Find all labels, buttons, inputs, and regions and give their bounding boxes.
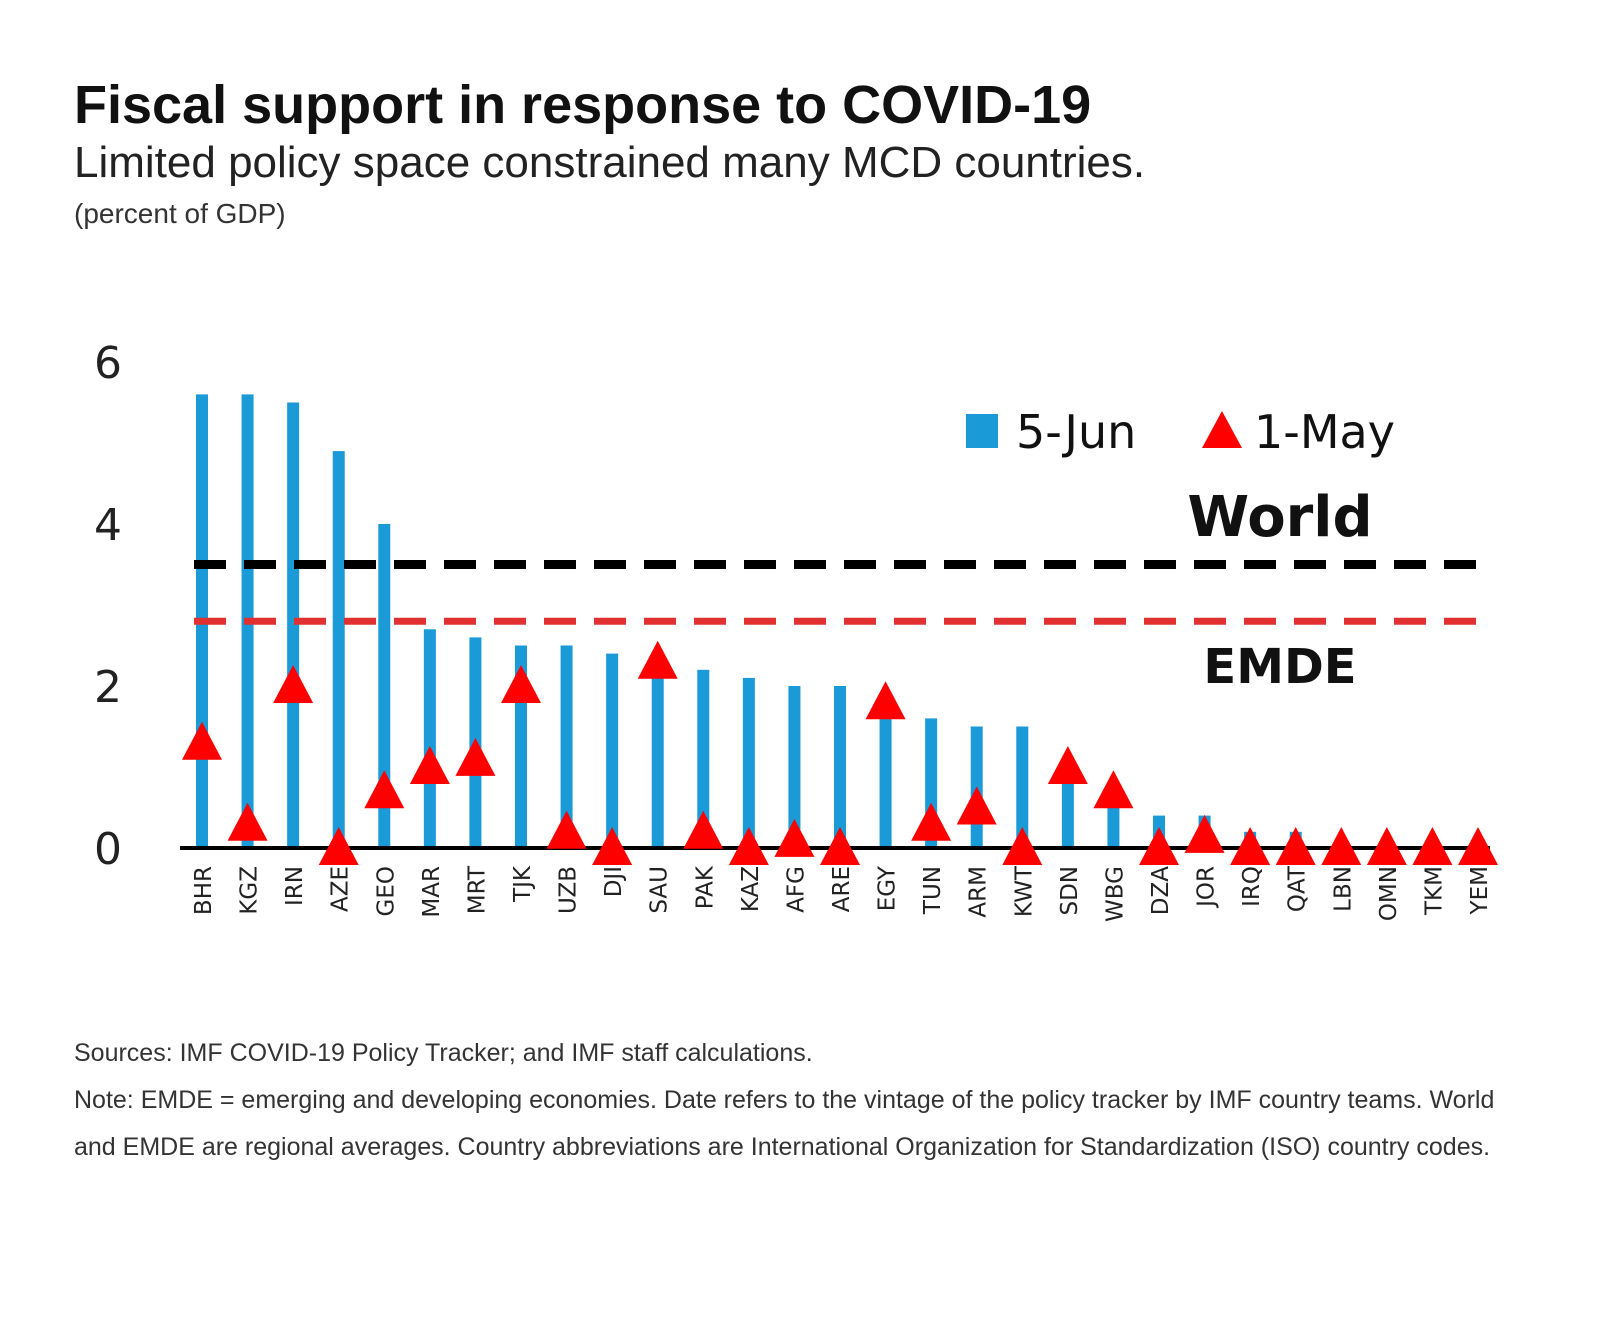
bar	[788, 686, 801, 848]
bar	[879, 702, 892, 848]
marker-triangle	[820, 827, 860, 865]
bar	[332, 451, 345, 848]
x-tick-label: ARM	[966, 866, 992, 918]
marker-triangle	[1230, 827, 1271, 865]
x-tick-label: KGZ	[237, 866, 263, 915]
x-tick-label: QAT	[1285, 865, 1311, 912]
marker-triangle	[1366, 827, 1407, 865]
bar	[1016, 726, 1029, 848]
sources-text: Sources: IMF COVID-19 Policy Tracker; an…	[74, 1039, 813, 1067]
x-tick-label: TKM	[1421, 866, 1447, 916]
bar	[1061, 767, 1074, 848]
world-label: World	[1187, 485, 1372, 550]
x-tick-label: PAK	[692, 865, 718, 909]
marker-triangle	[409, 746, 450, 784]
x-tick-label: JOR	[1194, 866, 1220, 909]
x-tick-label: OMN	[1376, 866, 1402, 921]
marker-triangle	[1412, 827, 1453, 865]
legend-marker-swatch	[1202, 411, 1242, 448]
x-tick-label: MRT	[464, 865, 490, 914]
marker-triangle	[1275, 827, 1316, 865]
bar	[423, 629, 436, 848]
x-tick-label: AFG	[783, 866, 809, 913]
x-tick-label: BHR	[191, 866, 217, 915]
x-tick-label: LBN	[1330, 866, 1356, 912]
marker-triangle	[546, 810, 587, 849]
marker-triangle	[455, 737, 496, 776]
marker-triangle	[1002, 827, 1043, 865]
y-tick-label: 4	[94, 500, 122, 551]
x-tick-label: YEM	[1467, 866, 1493, 915]
chart-subtitle: Limited policy space constrained many MC…	[74, 138, 1146, 187]
marker-triangle	[683, 810, 724, 849]
x-tick-label: SAU	[647, 866, 673, 914]
marker-triangle	[318, 827, 359, 865]
marker-triangle	[1321, 827, 1362, 865]
legend-label: 1-May	[1254, 405, 1395, 459]
marker-triangle	[1047, 746, 1088, 784]
x-tick-label: TJK	[510, 865, 536, 903]
x-tick-label: KWT	[1011, 865, 1037, 917]
x-tick-label: ARE	[829, 866, 855, 912]
marker-triangle	[592, 827, 633, 865]
marker-triangle	[865, 681, 906, 720]
bar	[742, 677, 755, 848]
bar	[560, 645, 573, 848]
x-tick-label: KAZ	[738, 866, 764, 912]
x-tick-label: EGY	[875, 865, 901, 911]
marker-triangle	[1184, 814, 1225, 853]
marker-triangle	[911, 802, 952, 841]
x-tick-label: IRQ	[1239, 866, 1265, 907]
x-tick-label: AZE	[328, 866, 354, 912]
x-tick-label: DJI	[601, 866, 627, 897]
y-tick-label: 6	[94, 338, 122, 389]
bar	[697, 669, 710, 848]
marker-triangle	[1093, 770, 1134, 809]
legend-bar-swatch	[966, 414, 998, 448]
marker-triangle	[728, 827, 769, 865]
marker-triangle	[774, 818, 815, 857]
x-tick-label: GEO	[373, 866, 399, 916]
bar	[606, 653, 619, 848]
bar	[1107, 799, 1120, 848]
chart-title: Fiscal support in response to COVID-19	[74, 75, 1092, 135]
x-tick-label: IRN	[282, 866, 308, 906]
y-tick-label: 2	[94, 662, 122, 713]
marker-triangle	[501, 665, 541, 703]
x-tick-label: WBG	[1102, 866, 1128, 922]
x-tick-label: DZA	[1148, 866, 1174, 915]
bar	[834, 686, 846, 848]
marker-triangle	[1139, 827, 1179, 865]
emde-label: EMDE	[1203, 639, 1356, 695]
y-tick-label: 0	[94, 824, 122, 875]
bar	[287, 402, 300, 848]
marker-triangle	[637, 640, 678, 679]
bar	[651, 661, 664, 848]
marker-triangle	[273, 665, 314, 703]
unit-note: (percent of GDP)	[74, 198, 286, 229]
notes: Sources: IMF COVID-19 Policy Tracker; an…	[74, 1030, 1534, 1171]
marker-triangle	[182, 721, 222, 760]
marker-triangle	[227, 802, 268, 841]
chart: 0 2 4 6 BHR KGZ IRN AZE GEO MAR MRT TJK UZB DJI SAU PAK…	[94, 338, 1498, 922]
legend-label: 5-Jun	[1016, 405, 1136, 459]
marker-triangle	[956, 786, 997, 825]
x-tick-label: SDN	[1057, 866, 1083, 916]
marker-triangle	[1458, 827, 1498, 865]
marker-triangle	[364, 770, 405, 809]
x-tick-label: MAR	[419, 866, 445, 918]
x-tick-label: TUN	[920, 866, 946, 915]
note-text: Note: EMDE = emerging and developing eco…	[74, 1086, 1495, 1161]
bar	[378, 524, 391, 848]
x-tick-label: UZB	[556, 866, 582, 914]
